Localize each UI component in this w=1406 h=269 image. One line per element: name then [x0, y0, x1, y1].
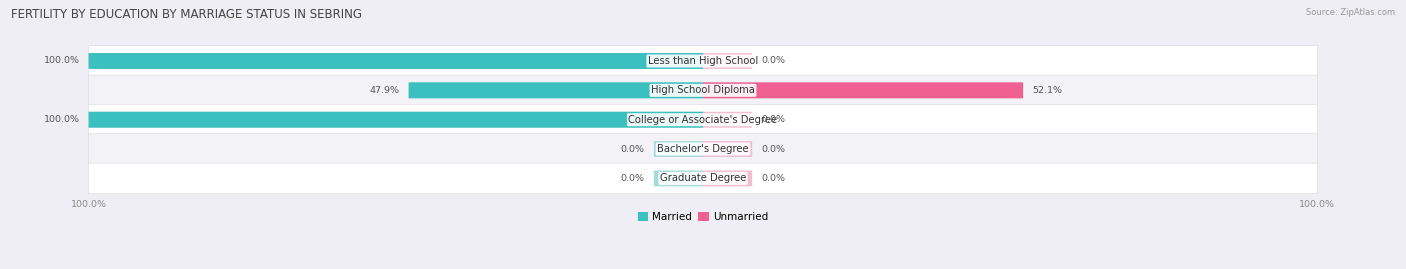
Text: 100.0%: 100.0% [44, 115, 80, 124]
FancyBboxPatch shape [89, 163, 1317, 194]
Text: Bachelor's Degree: Bachelor's Degree [657, 144, 749, 154]
FancyBboxPatch shape [89, 112, 703, 128]
FancyBboxPatch shape [703, 141, 752, 157]
FancyBboxPatch shape [89, 53, 703, 69]
FancyBboxPatch shape [703, 82, 1024, 98]
FancyBboxPatch shape [654, 171, 703, 186]
Text: 0.0%: 0.0% [620, 174, 644, 183]
Text: 0.0%: 0.0% [762, 144, 786, 154]
FancyBboxPatch shape [409, 82, 703, 98]
FancyBboxPatch shape [89, 53, 703, 69]
FancyBboxPatch shape [89, 134, 1317, 164]
Text: 100.0%: 100.0% [44, 56, 80, 65]
Text: 52.1%: 52.1% [1032, 86, 1063, 95]
FancyBboxPatch shape [703, 53, 752, 69]
Text: 0.0%: 0.0% [762, 56, 786, 65]
FancyBboxPatch shape [409, 82, 703, 98]
Text: 0.0%: 0.0% [762, 115, 786, 124]
FancyBboxPatch shape [89, 75, 1317, 106]
Legend: Married, Unmarried: Married, Unmarried [634, 208, 772, 226]
Text: Graduate Degree: Graduate Degree [659, 174, 747, 183]
Text: College or Associate's Degree: College or Associate's Degree [628, 115, 778, 125]
Text: 47.9%: 47.9% [370, 86, 399, 95]
FancyBboxPatch shape [89, 46, 1317, 76]
FancyBboxPatch shape [703, 82, 1024, 98]
FancyBboxPatch shape [703, 112, 752, 128]
Text: Source: ZipAtlas.com: Source: ZipAtlas.com [1306, 8, 1395, 17]
Text: Less than High School: Less than High School [648, 56, 758, 66]
Text: FERTILITY BY EDUCATION BY MARRIAGE STATUS IN SEBRING: FERTILITY BY EDUCATION BY MARRIAGE STATU… [11, 8, 363, 21]
Text: High School Diploma: High School Diploma [651, 85, 755, 95]
FancyBboxPatch shape [89, 112, 703, 128]
FancyBboxPatch shape [89, 104, 1317, 135]
FancyBboxPatch shape [654, 141, 703, 157]
FancyBboxPatch shape [703, 171, 752, 186]
Text: 0.0%: 0.0% [620, 144, 644, 154]
Text: 0.0%: 0.0% [762, 174, 786, 183]
